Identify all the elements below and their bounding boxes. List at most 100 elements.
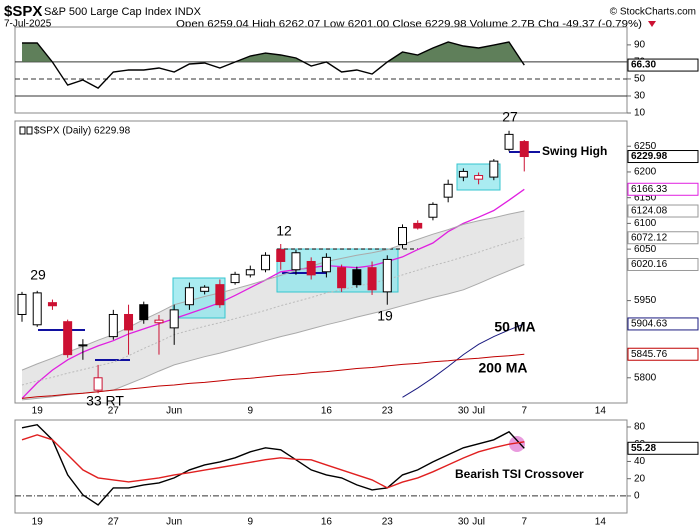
candle-body [321,256,331,273]
x-tick-label: 19 [32,406,44,417]
value-tag-label: 6020.16 [631,259,668,270]
y-tick-label: 10 [634,108,646,119]
candle-body [169,309,179,329]
indicator-line [21,434,525,489]
candle-body [413,222,423,229]
candle-body [382,258,392,293]
annotation: 29 [30,267,46,283]
panel [15,41,627,97]
value-tag-label: 5904.63 [631,319,668,330]
x-tick-label: Jul [472,406,485,417]
candle-body [519,141,529,158]
candle-body [261,254,271,271]
value-tag-label: 6072.12 [631,232,668,243]
candle-body [32,292,42,326]
y-tick-label: 80 [634,422,646,433]
panel [15,423,627,506]
value-tag [627,231,699,245]
ma-line [21,188,525,399]
candle-body [78,344,88,347]
ma-line [21,210,525,371]
x-tick-label: 23 [382,517,394,528]
x-tick-label: 27 [108,517,120,528]
candle-body [489,160,499,178]
value-tag [627,257,699,271]
y-tick-label: 30 [634,91,646,102]
indicator-line [22,41,525,89]
annotation: 33 RT [86,393,124,409]
ma-line [402,323,525,398]
candle-body [139,304,149,321]
value-tag [627,204,699,218]
x-tick-label: Jul [472,517,485,528]
candle-body [352,269,362,286]
value-tag-label: 5845.76 [631,349,668,360]
y-tick-label: 6150 [634,192,657,203]
annotation: Swing High [542,144,607,158]
candle-body [291,252,301,271]
legend-icon [26,126,33,135]
panel-frame [14,26,628,114]
x-tick-label: 30 [458,517,470,528]
candle-body [458,170,468,178]
candle-body [17,293,27,315]
candle-body [47,302,57,307]
annotation: Bearish TSI Crossover [455,467,584,481]
x-tick-label: 16 [321,517,333,528]
legend-label: $SPX (Daily) 6229.98 [34,126,131,137]
value-tag [627,347,699,361]
y-tick-label: 6050 [634,244,657,255]
candle-body [184,287,194,306]
y-tick-label: 40 [634,456,646,467]
value-tag-label: 6229.98 [631,151,668,162]
panel-frame [14,419,628,514]
x-tick-label: 9 [248,406,254,417]
x-tick-label: Jun [166,517,182,528]
x-tick-label: 7 [521,406,527,417]
legend-icon [19,126,26,135]
value-tag-label: 6166.33 [631,184,668,195]
value-tag-label: 55.28 [631,443,656,454]
y-tick-label: 6250 [634,141,657,152]
value-tag [627,317,699,331]
indicator-line [21,423,525,506]
annotation: 19 [377,308,393,324]
x-tick-label: 16 [321,406,333,417]
x-tick-label: 9 [248,517,254,528]
y-tick-label: 6100 [634,218,657,229]
annotation: 27 [502,109,518,125]
value-tag [627,182,699,196]
candle-body [443,183,453,198]
candle-body [230,273,240,284]
series-label: 200 MA [478,360,527,376]
y-tick-label: 5950 [634,295,657,306]
panel [17,130,540,401]
candle-body [245,269,255,276]
x-tick-label: 27 [108,406,120,417]
candle-body [306,260,316,276]
candle-body [93,377,103,391]
y-tick-label: 6200 [634,167,657,178]
x-tick-label: Jun [166,406,182,417]
candle-body [124,313,134,331]
candle-body [474,175,484,180]
x-tick-label: 14 [595,406,607,417]
candle-body [398,227,407,246]
x-tick-label: 30 [458,406,470,417]
y-tick-label: 5800 [634,372,657,383]
value-tag-label: 66.30 [631,60,656,71]
candle-body [108,313,118,338]
y-tick-label: 90 [634,40,646,51]
index-name: S&P 500 Large Cap Index INDX [44,6,202,18]
value-tag-label: 6124.08 [631,206,668,217]
symbol: $SPX [4,3,42,20]
x-tick-label: 7 [521,517,527,528]
x-tick-label: 14 [595,517,607,528]
ma-line [21,237,525,386]
annotation: 12 [276,223,292,239]
candle-body [154,319,164,324]
value-tag [627,150,699,164]
y-tick-label: 50 [634,74,646,85]
y-tick-label: 20 [634,473,646,484]
